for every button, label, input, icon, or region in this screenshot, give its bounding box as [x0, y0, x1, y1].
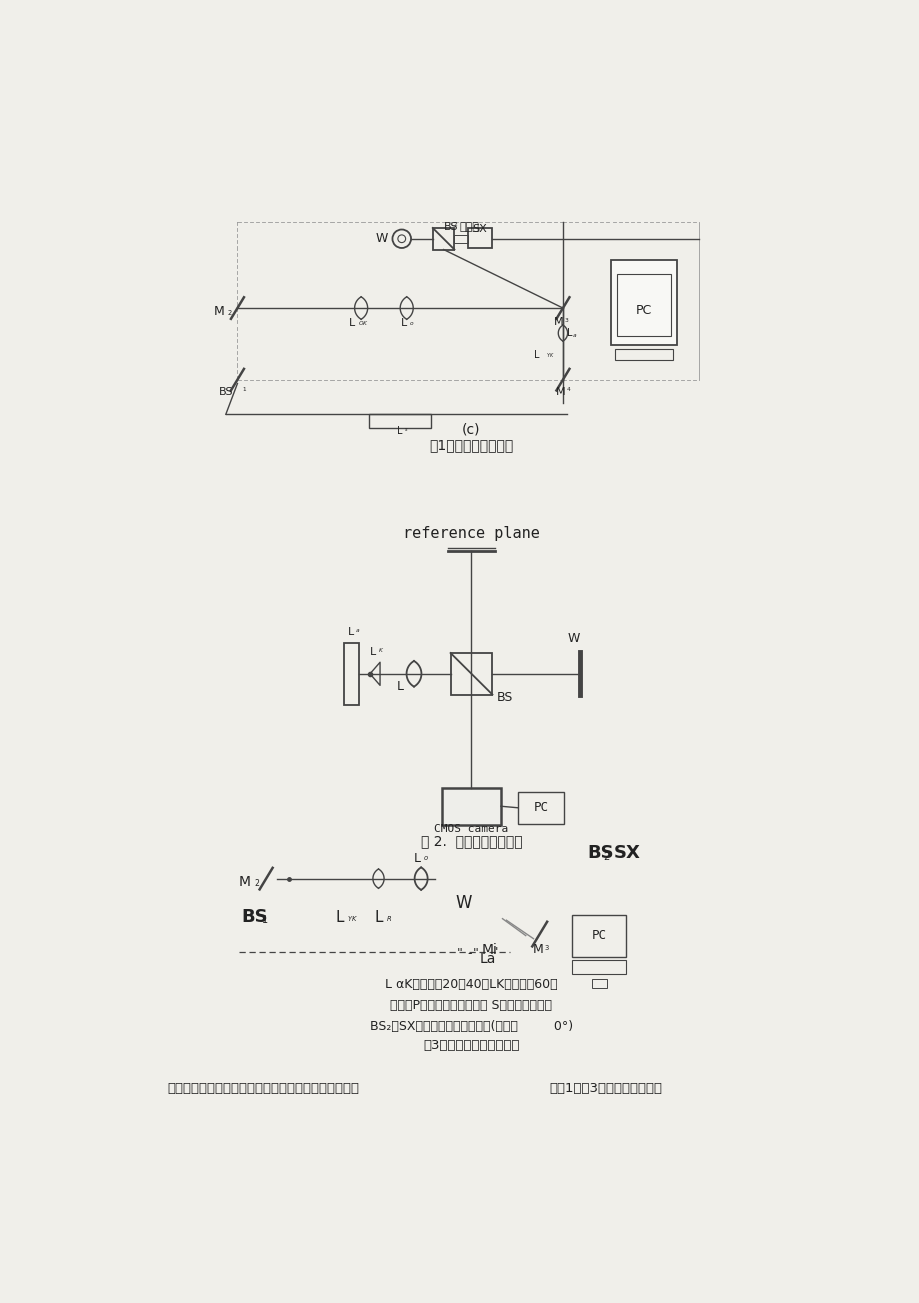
Bar	[572, 915, 626, 958]
Text: M: M	[553, 318, 563, 327]
Text: BS₂与SX之间的物参光方向相同(夹角为         0°): BS₂与SX之间的物参光方向相同(夹角为 0°)	[369, 1020, 573, 1033]
Bar	[614, 349, 673, 361]
Text: L: L	[400, 318, 406, 328]
Text: $_{OK}$: $_{OK}$	[357, 319, 369, 328]
Text: BS: BS	[587, 844, 614, 863]
Bar	[610, 261, 676, 345]
Text: ': '	[494, 946, 498, 959]
Text: CMOS camera: CMOS camera	[434, 823, 508, 834]
Text: $_R$: $_R$	[386, 913, 392, 924]
Text: PC: PC	[635, 304, 652, 317]
Text: 图 2.  数字全息记录光路: 图 2. 数字全息记录光路	[420, 835, 522, 848]
Text: $_2$: $_2$	[254, 878, 260, 890]
Text: $_2$: $_2$	[452, 220, 458, 229]
Bar	[617, 274, 670, 336]
Bar	[441, 788, 501, 825]
Text: 图1数字全息实验光路: 图1数字全息实验光路	[429, 438, 513, 452]
Text: SX: SX	[614, 844, 641, 863]
Text: $_a$: $_a$	[355, 627, 360, 636]
Text: $_3$: $_3$	[544, 942, 550, 952]
Text: $_4$: $_4$	[565, 384, 571, 394]
Text: reference plane: reference plane	[403, 526, 539, 541]
Text: M: M	[239, 876, 251, 890]
Text: BS: BS	[495, 691, 512, 704]
Text: $_{YK}$: $_{YK}$	[347, 913, 358, 924]
Text: BS: BS	[219, 387, 233, 396]
Text: M: M	[532, 942, 543, 955]
Text: $_{YK}$: $_{YK}$	[545, 352, 554, 361]
Bar	[591, 979, 607, 988]
Text: M: M	[214, 305, 225, 318]
Bar	[344, 642, 358, 705]
Text: L: L	[414, 852, 420, 865]
Bar	[467, 228, 492, 248]
Text: $_s$: $_s$	[403, 427, 408, 434]
Text: SX: SX	[472, 224, 487, 235]
Bar	[450, 653, 492, 694]
Text: L: L	[374, 909, 382, 925]
Text: L: L	[396, 680, 403, 693]
Text: $_o$: $_o$	[422, 853, 428, 863]
Text: L: L	[566, 328, 572, 337]
Text: BS: BS	[241, 908, 267, 926]
Text: $_a$: $_a$	[572, 331, 577, 340]
Text: L: L	[369, 646, 376, 657]
Text: $_1$: $_1$	[242, 384, 247, 394]
Text: M: M	[555, 387, 565, 396]
Text: L: L	[348, 627, 354, 637]
Text: -: -	[467, 947, 471, 960]
Text: W: W	[455, 894, 471, 912]
Text: 数字全息波前测量的实验光路随被测物体的不同而异，: 数字全息波前测量的实验光路随被测物体的不同而异，	[167, 1081, 359, 1095]
Bar	[454, 235, 467, 242]
Text: $_3$: $_3$	[564, 317, 569, 324]
Bar	[432, 228, 454, 250]
Text: 光敏面: 光敏面	[459, 222, 479, 232]
Text: $_2$: $_2$	[226, 309, 232, 318]
Text: $_2$: $_2$	[603, 848, 610, 863]
Bar	[517, 792, 564, 823]
Text: L: L	[335, 909, 344, 925]
Text: W: W	[567, 632, 579, 645]
Text: $_K$: $_K$	[378, 645, 383, 654]
Text: $_o$: $_o$	[409, 319, 414, 328]
Text: L: L	[534, 349, 539, 360]
Text: L: L	[397, 426, 403, 437]
Text: 从图1到图3的光路都可以用来: 从图1到图3的光路都可以用来	[549, 1081, 662, 1095]
Text: PC: PC	[591, 929, 607, 942]
Text: ": "	[457, 947, 462, 960]
Text: PC: PC	[533, 801, 548, 814]
Text: BS: BS	[443, 222, 458, 232]
Text: La: La	[479, 951, 495, 966]
Text: 衰减器P可插入物光束；物体 S为透过率物体；: 衰减器P可插入物光束；物体 S为透过率物体；	[390, 999, 552, 1012]
Text: L: L	[348, 318, 355, 328]
Text: ": "	[472, 947, 478, 960]
Text: 图3透射数字全息记录系统: 图3透射数字全息记录系统	[423, 1040, 519, 1053]
Text: L αK放大倍数20或40；LΚ放大倍数60；: L αK放大倍数20或40；LΚ放大倍数60；	[385, 977, 557, 990]
Text: (c): (c)	[461, 422, 481, 437]
Text: W: W	[375, 232, 388, 245]
Text: Mi: Mi	[481, 943, 497, 958]
Bar	[369, 414, 431, 429]
Bar	[572, 960, 626, 975]
Text: $_1$: $_1$	[260, 912, 267, 926]
